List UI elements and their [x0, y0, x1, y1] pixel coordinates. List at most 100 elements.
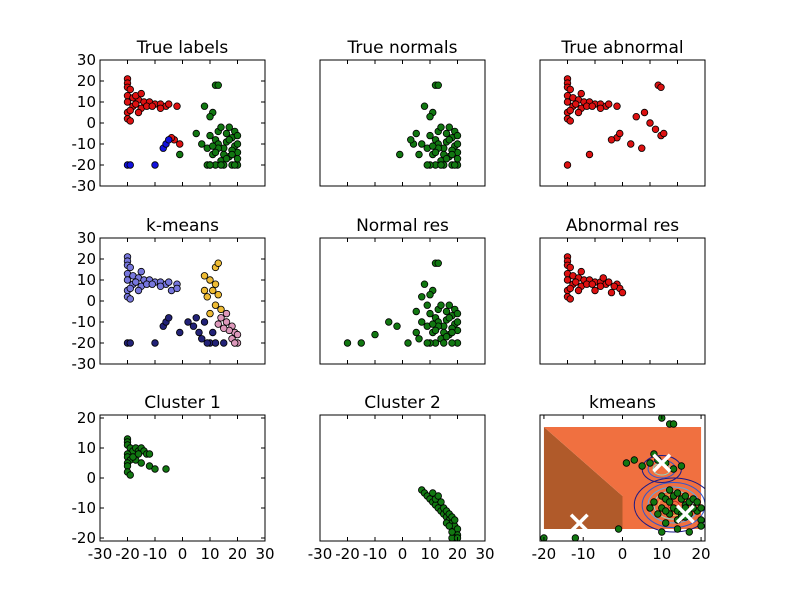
subplot-8: Cluster 2 -30 -20 -10 0 10 20 30 — [308, 393, 495, 563]
data-point — [453, 140, 462, 148]
data-point — [605, 278, 613, 286]
data-point — [206, 131, 214, 140]
data-point — [622, 459, 631, 467]
data-point — [225, 123, 233, 131]
data-point — [156, 282, 165, 290]
data-point — [134, 108, 143, 117]
y-tick-label: -10 — [72, 313, 97, 331]
data-point — [418, 293, 426, 301]
data-point — [211, 339, 220, 347]
data-point — [453, 318, 462, 326]
data-point — [431, 326, 440, 335]
data-point — [453, 131, 462, 140]
data-point — [591, 286, 599, 295]
data-point — [453, 154, 462, 163]
data-point — [206, 309, 214, 318]
data-point — [437, 498, 445, 506]
data-point — [429, 320, 437, 328]
data-point — [200, 272, 209, 280]
data-point — [214, 291, 222, 299]
data-point — [162, 465, 170, 473]
data-point — [203, 339, 211, 347]
data-point — [566, 284, 574, 293]
y-tick-label: -10 — [72, 499, 97, 517]
data-point — [173, 284, 181, 293]
data-point — [176, 140, 184, 148]
plot-area — [123, 435, 170, 479]
x-tick-label: -10 — [143, 545, 168, 563]
data-point — [437, 301, 445, 309]
data-point — [673, 489, 682, 497]
data-point — [660, 129, 668, 138]
decision-region-1 — [543, 427, 623, 529]
data-point — [412, 307, 420, 316]
data-point — [420, 102, 429, 110]
plot-area — [563, 75, 668, 169]
data-point — [209, 142, 217, 150]
data-point — [669, 465, 678, 473]
data-point — [613, 102, 621, 110]
data-point — [195, 328, 203, 337]
data-point — [566, 263, 574, 272]
data-point — [646, 504, 654, 512]
data-point — [214, 320, 222, 328]
plot-area — [396, 81, 462, 169]
data-point — [418, 140, 426, 148]
data-point — [233, 330, 242, 339]
y-tick-label: -20 — [72, 156, 97, 174]
data-point — [145, 450, 154, 458]
data-point — [585, 150, 594, 159]
data-point — [418, 318, 426, 326]
x-tick-label: 10 — [420, 545, 439, 563]
y-tick-label: -20 — [72, 334, 97, 352]
data-point — [222, 154, 231, 163]
data-point — [126, 106, 134, 115]
data-point — [123, 98, 132, 106]
data-point — [429, 142, 437, 150]
x-tick-label: -10 — [363, 545, 388, 563]
data-point — [574, 286, 583, 295]
subplot-title: True labels — [136, 38, 229, 58]
y-tick-label: 10 — [77, 271, 96, 289]
data-point — [233, 154, 242, 163]
data-point — [415, 150, 423, 159]
data-point — [423, 301, 431, 309]
data-point — [665, 486, 674, 494]
data-point — [638, 462, 646, 470]
data-point — [126, 471, 134, 479]
data-point — [222, 129, 231, 138]
data-point — [448, 339, 456, 347]
data-point — [220, 339, 228, 347]
data-point — [571, 534, 580, 541]
data-point — [669, 420, 678, 428]
data-point — [231, 339, 239, 347]
data-point — [596, 104, 605, 112]
subplot-6: Abnormal res — [539, 216, 706, 365]
data-point — [574, 108, 583, 117]
data-point — [677, 462, 686, 470]
data-point — [134, 286, 143, 295]
data-point — [423, 339, 431, 347]
data-point — [434, 81, 442, 89]
data-point — [685, 528, 693, 536]
data-point — [206, 112, 214, 121]
data-point — [429, 489, 437, 497]
data-point — [126, 263, 134, 272]
data-point — [192, 129, 200, 138]
y-tick-label: 20 — [77, 250, 96, 268]
x-tick-label: -10 — [571, 545, 596, 563]
data-point — [681, 504, 690, 512]
data-point — [343, 339, 352, 347]
data-point — [448, 150, 456, 159]
data-point — [165, 278, 173, 286]
data-point — [566, 117, 574, 125]
data-point — [126, 161, 134, 169]
data-point — [434, 492, 442, 500]
data-point — [614, 525, 623, 533]
data-point — [697, 522, 705, 530]
data-point — [165, 100, 173, 108]
data-point — [596, 282, 605, 290]
data-point — [616, 129, 624, 138]
data-point — [176, 328, 184, 337]
data-point — [404, 339, 412, 347]
